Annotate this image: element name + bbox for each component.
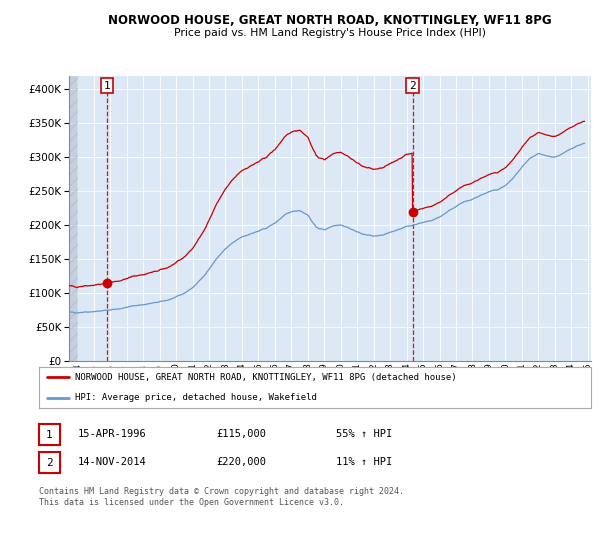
Text: Price paid vs. HM Land Registry's House Price Index (HPI): Price paid vs. HM Land Registry's House … xyxy=(174,28,486,38)
Text: 55% ↑ HPI: 55% ↑ HPI xyxy=(336,429,392,439)
Bar xyxy=(69,76,78,361)
Text: £115,000: £115,000 xyxy=(216,429,266,439)
Text: HPI: Average price, detached house, Wakefield: HPI: Average price, detached house, Wake… xyxy=(75,393,317,402)
Text: 14-NOV-2014: 14-NOV-2014 xyxy=(78,457,147,467)
Text: 2: 2 xyxy=(409,81,416,91)
Text: 1: 1 xyxy=(103,81,110,91)
Text: NORWOOD HOUSE, GREAT NORTH ROAD, KNOTTINGLEY, WF11 8PG: NORWOOD HOUSE, GREAT NORTH ROAD, KNOTTIN… xyxy=(108,14,552,27)
Text: £220,000: £220,000 xyxy=(216,457,266,467)
Text: 2: 2 xyxy=(46,458,53,468)
Text: 1: 1 xyxy=(46,430,53,440)
Text: 11% ↑ HPI: 11% ↑ HPI xyxy=(336,457,392,467)
Text: Contains HM Land Registry data © Crown copyright and database right 2024.
This d: Contains HM Land Registry data © Crown c… xyxy=(39,487,404,507)
Text: NORWOOD HOUSE, GREAT NORTH ROAD, KNOTTINGLEY, WF11 8PG (detached house): NORWOOD HOUSE, GREAT NORTH ROAD, KNOTTIN… xyxy=(75,373,457,382)
Text: 15-APR-1996: 15-APR-1996 xyxy=(78,429,147,439)
